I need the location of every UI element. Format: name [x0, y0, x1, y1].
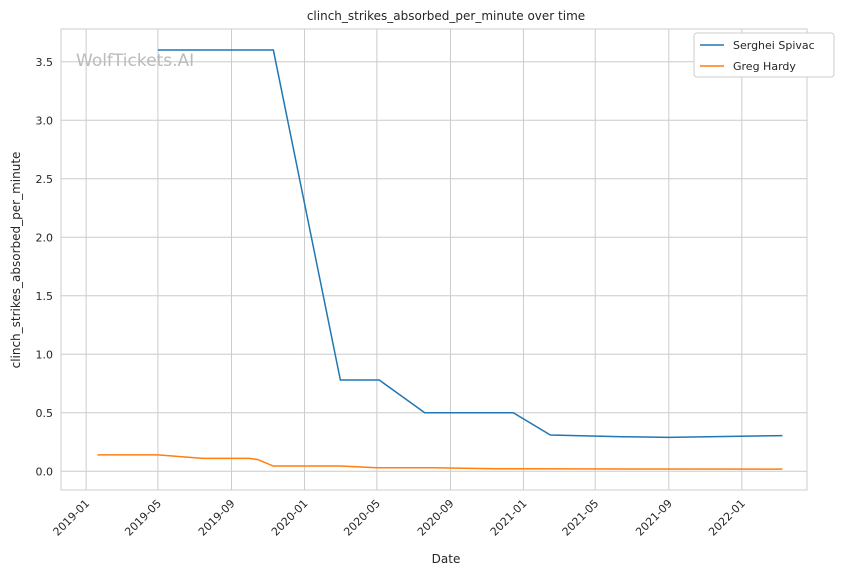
y-tick-label: 1.5	[36, 290, 54, 303]
x-tick-label: 2019-05	[122, 497, 164, 539]
x-tick-label: 2021-05	[560, 497, 602, 539]
y-tick-label: 0.0	[36, 465, 54, 478]
legend: Serghei Spivac Greg Hardy	[693, 32, 835, 78]
chart-title: clinch_strikes_absorbed_per_minute over …	[307, 9, 585, 23]
x-axis-label: Date	[432, 552, 461, 566]
series-line-hardy	[97, 454, 783, 470]
y-tick-label: 2.5	[36, 173, 54, 186]
series-line-spivac	[157, 49, 783, 439]
y-axis-label: clinch_strikes_absorbed_per_minute	[9, 152, 23, 369]
x-tick-label: 2021-09	[633, 497, 675, 539]
x-tick-label: 2019-09	[196, 497, 238, 539]
x-tick-label: 2019-01	[51, 497, 93, 539]
y-tick-label: 2.0	[36, 231, 54, 244]
x-tick-label: 2020-05	[341, 497, 383, 539]
y-tick-label: 3.0	[36, 114, 54, 127]
watermark: WolfTickets.AI	[76, 51, 194, 71]
x-tick-label: 2020-01	[269, 497, 311, 539]
y-tick-label: 3.5	[36, 56, 54, 69]
x-tick-label: 2021-01	[488, 497, 530, 539]
x-tick-label: 2020-09	[415, 497, 457, 539]
plot-area	[60, 28, 808, 491]
x-tick-label: 2022-01	[706, 497, 748, 539]
y-tick-label: 0.5	[36, 407, 54, 420]
legend-label-spivac: Serghei Spivac	[733, 39, 815, 52]
legend-label-hardy: Greg Hardy	[733, 60, 796, 73]
y-tick-label: 1.0	[36, 348, 54, 361]
